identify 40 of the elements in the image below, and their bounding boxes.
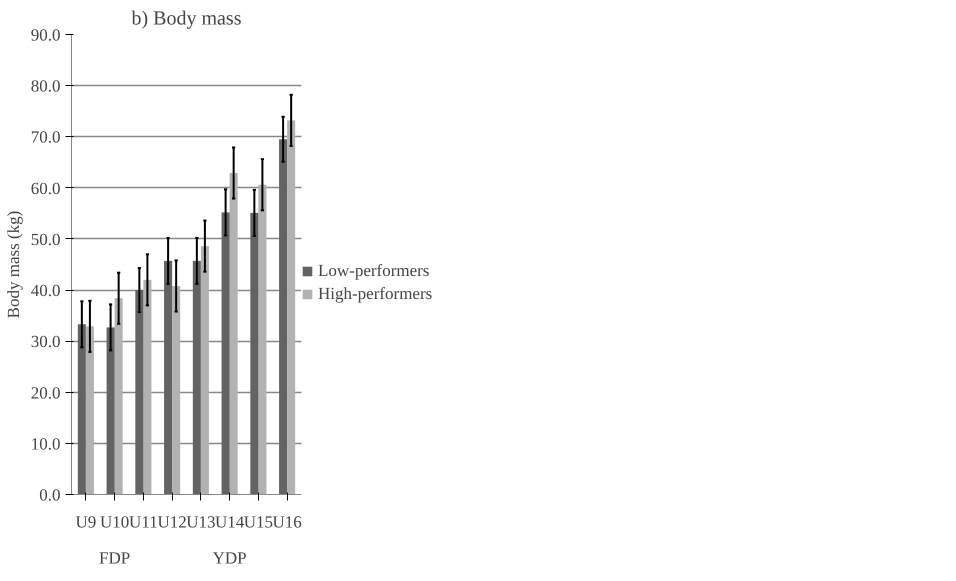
- text: FDP: [99, 548, 130, 568]
- bar: [114, 298, 123, 494]
- x-tick-label: U12: [157, 512, 187, 532]
- y-tick-label: 60.0: [30, 178, 60, 198]
- bar: [106, 327, 115, 494]
- bar: [143, 280, 152, 494]
- y-tick-label: 10.0: [30, 434, 60, 454]
- bar: [86, 326, 94, 494]
- bar: [200, 246, 209, 494]
- y-tick-label: 40.0: [30, 281, 60, 300]
- y-tick-label: 50.0: [30, 230, 60, 249]
- legend-label: Low-performers: [318, 261, 430, 281]
- bar: [222, 212, 230, 494]
- y-tick-label: 0.0: [39, 486, 60, 504]
- bar: [258, 184, 266, 494]
- y-tick-label: 30.0: [30, 332, 60, 352]
- y-axis-title: Body mass (kg): [4, 210, 23, 318]
- x-tick-label: U9: [75, 512, 96, 532]
- x-tick-label: U13: [186, 512, 216, 532]
- bar: [287, 120, 296, 494]
- x-tick-label: U15: [244, 512, 274, 532]
- bar: [192, 260, 201, 494]
- text: YDP: [212, 548, 247, 568]
- bar: [172, 286, 180, 494]
- y-tick-label: 70.0: [30, 128, 60, 147]
- bar: [135, 290, 144, 494]
- x-tick-label: U11: [129, 512, 158, 532]
- legend-label: High-performers: [318, 284, 432, 304]
- bar: [250, 212, 258, 494]
- chart-title: b) Body mass: [132, 8, 242, 30]
- y-tick-label: 90.0: [30, 26, 60, 44]
- bar: [230, 173, 238, 494]
- bar: [279, 139, 288, 494]
- bar: [164, 260, 172, 494]
- y-tick-label: 80.0: [30, 76, 60, 96]
- bar: [78, 324, 86, 494]
- y-tick-label: 20.0: [30, 383, 60, 402]
- x-tick-label: U10: [100, 512, 130, 532]
- x-tick-label: U16: [272, 512, 302, 532]
- x-tick-label: U14: [214, 512, 245, 532]
